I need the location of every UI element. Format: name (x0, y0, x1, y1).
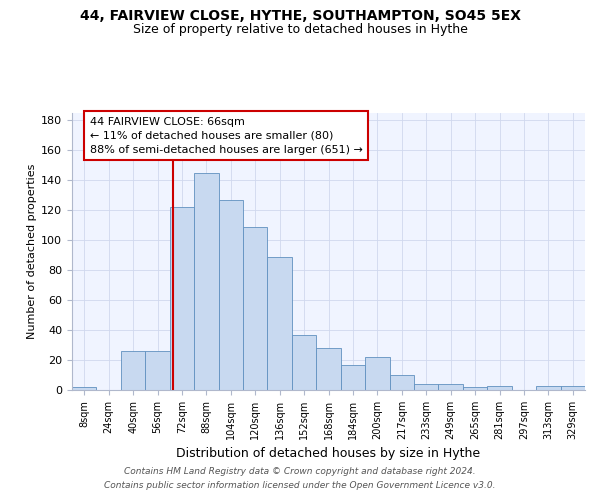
Bar (341, 364, 365, 390)
Bar (389, 375, 414, 390)
Bar (145, 351, 170, 390)
Bar (463, 387, 487, 390)
Text: 44 FAIRVIEW CLOSE: 66sqm
← 11% of detached houses are smaller (80)
88% of semi-d: 44 FAIRVIEW CLOSE: 66sqm ← 11% of detach… (90, 116, 363, 154)
Y-axis label: Number of detached properties: Number of detached properties (27, 164, 37, 339)
Bar (365, 357, 389, 390)
Bar (194, 172, 218, 390)
Bar (487, 386, 512, 390)
Bar (536, 386, 560, 390)
Bar (316, 348, 341, 390)
Bar (243, 226, 268, 390)
Bar (170, 207, 194, 390)
Text: Contains HM Land Registry data © Crown copyright and database right 2024.: Contains HM Land Registry data © Crown c… (124, 467, 476, 476)
Bar (292, 334, 316, 390)
Bar (414, 384, 439, 390)
Bar (268, 256, 292, 390)
Bar (72, 387, 97, 390)
Bar (439, 384, 463, 390)
Bar (560, 386, 585, 390)
Text: 44, FAIRVIEW CLOSE, HYTHE, SOUTHAMPTON, SO45 5EX: 44, FAIRVIEW CLOSE, HYTHE, SOUTHAMPTON, … (79, 8, 521, 22)
Bar (121, 351, 145, 390)
Bar (218, 200, 243, 390)
Text: Contains public sector information licensed under the Open Government Licence v3: Contains public sector information licen… (104, 481, 496, 490)
Text: Size of property relative to detached houses in Hythe: Size of property relative to detached ho… (133, 22, 467, 36)
X-axis label: Distribution of detached houses by size in Hythe: Distribution of detached houses by size … (176, 448, 481, 460)
